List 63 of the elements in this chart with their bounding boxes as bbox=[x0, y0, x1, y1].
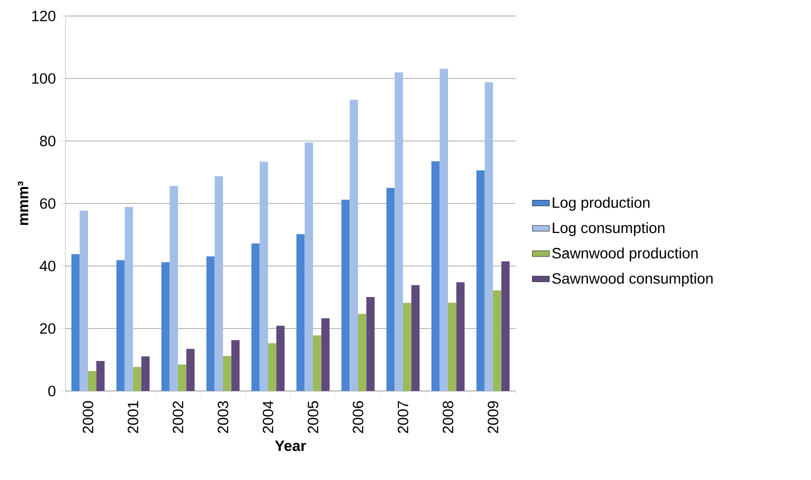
bar bbox=[276, 326, 285, 391]
y-axis-title: mmm³ bbox=[18, 181, 28, 225]
x-tick-label: 2005 bbox=[308, 401, 318, 434]
x-tick-label: 2008 bbox=[442, 401, 454, 434]
bar bbox=[411, 285, 420, 391]
bar bbox=[448, 302, 456, 391]
y-tick-label: 20 bbox=[40, 323, 56, 334]
bar bbox=[161, 262, 170, 391]
bar bbox=[133, 366, 142, 391]
y-tick-label: 100 bbox=[32, 73, 56, 84]
x-tick-label: 2006 bbox=[352, 401, 364, 434]
bar bbox=[358, 314, 366, 391]
legend-label: Sawnwood production bbox=[552, 247, 698, 262]
bar bbox=[186, 348, 195, 391]
bar bbox=[501, 261, 510, 391]
bar bbox=[268, 343, 276, 391]
x-tick-label: 2004 bbox=[262, 400, 274, 434]
bar bbox=[403, 302, 412, 391]
bar bbox=[141, 356, 150, 391]
bar bbox=[386, 188, 395, 391]
bar bbox=[251, 244, 260, 391]
bar bbox=[116, 260, 125, 391]
bar bbox=[231, 340, 240, 391]
bar bbox=[321, 318, 330, 391]
x-tick-label: 2000 bbox=[82, 401, 94, 434]
bar bbox=[71, 254, 80, 391]
x-tick-label: 2003 bbox=[218, 401, 228, 434]
bar bbox=[341, 200, 350, 391]
bar bbox=[366, 296, 375, 391]
bar bbox=[206, 256, 215, 391]
y-tick-label: 60 bbox=[40, 198, 56, 209]
legend-label: Log production bbox=[552, 196, 650, 211]
bar bbox=[260, 162, 268, 391]
y-tick-label: 0 bbox=[48, 386, 56, 396]
bar bbox=[456, 282, 465, 391]
x-tick-label: 2002 bbox=[172, 401, 184, 434]
bar bbox=[96, 361, 105, 391]
bar bbox=[304, 142, 314, 391]
x-tick-label: 2009 bbox=[488, 401, 498, 434]
bar bbox=[350, 100, 358, 391]
bar bbox=[394, 72, 404, 391]
bar bbox=[484, 82, 494, 391]
bar bbox=[431, 161, 440, 391]
x-tick-label: 2007 bbox=[398, 401, 408, 434]
bar bbox=[476, 170, 485, 391]
bar bbox=[178, 364, 186, 391]
x-axis-title: Year bbox=[274, 440, 306, 452]
y-tick-label: 80 bbox=[40, 136, 56, 146]
x-tick-label: 2001 bbox=[128, 401, 138, 434]
bar bbox=[80, 210, 88, 391]
y-tick-label: 40 bbox=[40, 260, 56, 272]
legend-label: Sawnwood consumption bbox=[552, 272, 713, 287]
legend-label: Log consumption bbox=[552, 222, 664, 236]
bar bbox=[440, 68, 448, 391]
bar bbox=[88, 371, 96, 391]
bar bbox=[124, 206, 133, 391]
bar bbox=[493, 290, 502, 391]
bar bbox=[313, 335, 322, 391]
bar bbox=[296, 234, 305, 391]
bar bbox=[214, 176, 224, 391]
y-tick-label: 120 bbox=[32, 10, 56, 22]
bar bbox=[223, 356, 232, 391]
bar bbox=[170, 186, 178, 391]
